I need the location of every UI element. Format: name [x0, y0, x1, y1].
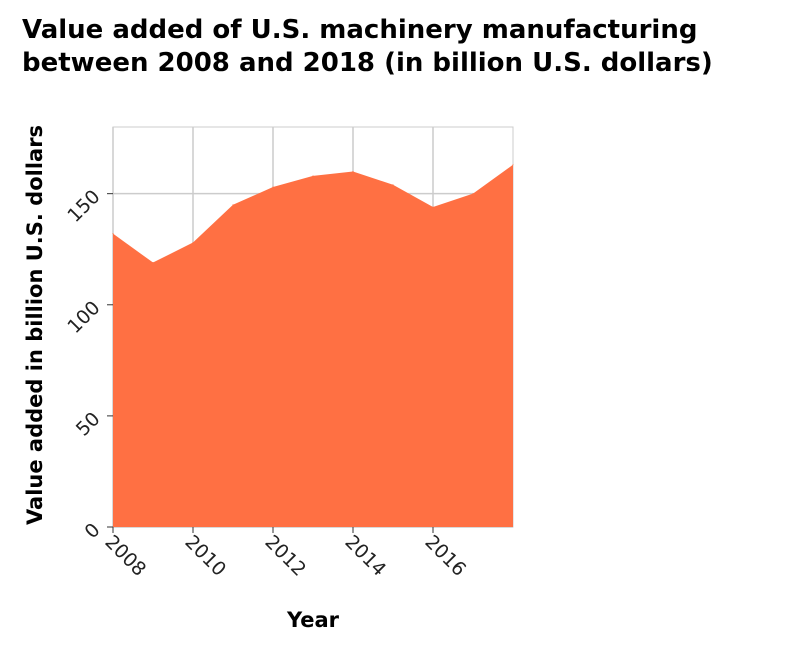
data-point	[392, 184, 394, 186]
data-point	[112, 233, 114, 235]
x-tick-label: 2014	[340, 531, 390, 581]
area-series	[112, 164, 514, 527]
data-point	[232, 204, 234, 206]
area-fill	[113, 164, 513, 527]
x-axis-label: Year	[286, 608, 340, 632]
data-point	[272, 186, 274, 188]
y-tick-label: 0	[80, 519, 104, 543]
chart-title: Value added of U.S. machinery manufactur…	[22, 14, 782, 80]
data-point	[312, 175, 314, 177]
x-tick-label: 2016	[420, 531, 470, 581]
x-tick-label: 2010	[180, 531, 230, 581]
x-tick-label: 2012	[260, 531, 310, 581]
y-axis-label: Value added in billion U.S. dollars	[23, 125, 47, 525]
data-point	[512, 164, 514, 166]
chart-title-line-2: between 2008 and 2018 (in billion U.S. d…	[22, 48, 713, 78]
data-point	[152, 262, 154, 264]
data-point	[472, 193, 474, 195]
data-point	[432, 206, 434, 208]
data-point	[192, 242, 194, 244]
y-tick-label: 150	[63, 186, 104, 227]
chart-title-line-1: Value added of U.S. machinery manufactur…	[22, 15, 698, 45]
x-tick-label: 2008	[100, 531, 150, 581]
y-tick-label: 50	[72, 408, 105, 441]
y-tick-label: 100	[63, 297, 104, 338]
data-point	[352, 170, 354, 172]
